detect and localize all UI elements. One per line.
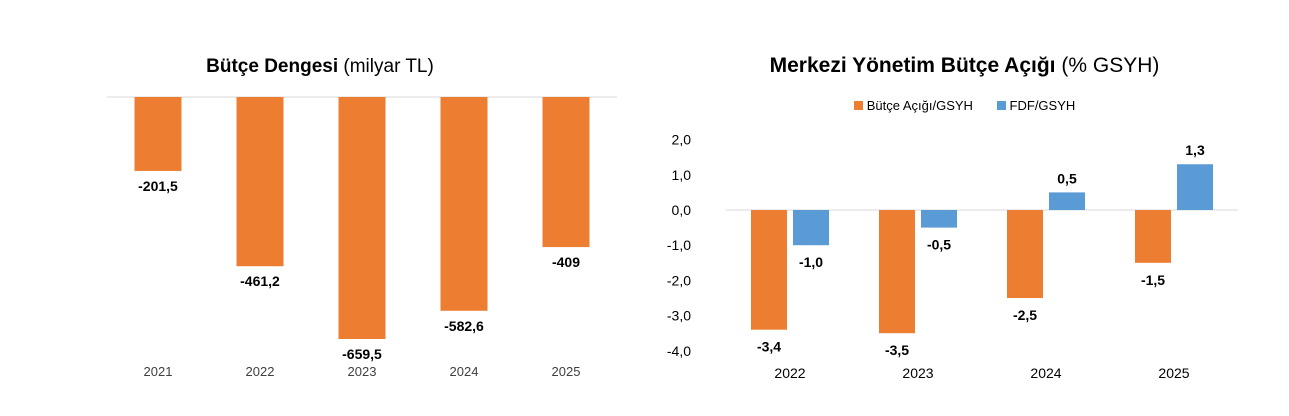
bar-fdf-2025 (1177, 164, 1213, 210)
x-tick-label: 2021 (144, 364, 173, 379)
bar-2025 (542, 97, 590, 248)
bar-budget-deficit-2022 (751, 210, 787, 330)
chart-title-unit: (% GSYH) (1055, 54, 1160, 77)
legend-swatch-orange (853, 101, 863, 110)
y-tick-label: 2,0 (672, 132, 692, 148)
bar-2022 (236, 97, 284, 267)
data-label: -201,5 (138, 178, 178, 194)
legend-item-fdf: FDF/GSYH (996, 98, 1076, 113)
chart-title-bold: Merkezi Yönetim Bütçe Açığı (769, 54, 1056, 77)
legend-item-budget-deficit: Bütçe Açığı/GSYH (853, 98, 973, 113)
x-tick-label: 2022 (246, 364, 275, 379)
chart-title-unit: (milyar TL) (338, 56, 434, 77)
chart-title: Bütçe Dengesi (milyar TL) (0, 56, 640, 78)
x-tick-label: 2024 (450, 364, 479, 379)
x-tick-label: 2025 (1158, 365, 1189, 381)
data-label: -1,5 (1141, 272, 1165, 288)
y-tick-label: 0,0 (672, 202, 692, 218)
data-label: 1,3 (1185, 142, 1205, 158)
data-label: -461,2 (240, 273, 280, 289)
data-label: -409 (552, 254, 580, 270)
chart-title-bold: Bütçe Dengesi (206, 56, 339, 77)
x-tick-label: 2022 (774, 365, 805, 381)
bar-budget-deficit-2023 (879, 210, 915, 334)
budget-balance-chart: Bütçe Dengesi (milyar TL) -201,5 2021 -461… (0, 0, 640, 416)
bar-fdf-2023 (921, 210, 957, 228)
data-label: -2,5 (1013, 307, 1037, 323)
data-label: -0,5 (927, 237, 951, 253)
bar-budget-deficit-2024 (1007, 210, 1043, 298)
y-tick-label: -2,0 (667, 272, 691, 288)
bar-budget-deficit-2025 (1135, 210, 1171, 263)
chart-title: Merkezi Yönetim Bütçe Açığı (% GSYH) (640, 54, 1289, 78)
y-tick-label: -3,0 (667, 308, 691, 324)
legend-label: FDF/GSYH (1009, 98, 1076, 113)
x-tick-label: 2024 (1030, 365, 1061, 381)
bar-2021 (134, 97, 182, 171)
data-label: 0,5 (1057, 170, 1077, 186)
y-tick-label: 1,0 (672, 167, 692, 183)
chart-legend: Bütçe Açığı/GSYH FDF/GSYH (640, 98, 1289, 113)
bar-fdf-2024 (1049, 192, 1085, 210)
x-tick-label: 2025 (552, 364, 581, 379)
legend-label: Bütçe Açığı/GSYH (866, 98, 973, 113)
budget-balance-plot: -201,5 2021 -461,2 2022 -659,5 2023 -582,6 2024… (107, 96, 617, 379)
bar-fdf-2022 (793, 210, 829, 246)
data-label: -659,5 (342, 346, 382, 362)
deficit-gdp-plot: 2,0 1,0 0,0 -1,0 -2,0 -3,0 -4,0 -3,4 -1,0 2022 -3,… (667, 132, 1238, 381)
data-label: -3,5 (885, 342, 909, 358)
y-tick-label: -4,0 (667, 343, 691, 359)
bar-2023 (338, 97, 386, 339)
data-label: -1,0 (799, 254, 823, 270)
data-label: -3,4 (757, 339, 781, 355)
bar-2024 (440, 97, 488, 311)
data-label: -582,6 (444, 318, 484, 334)
x-tick-label: 2023 (348, 364, 377, 379)
legend-swatch-blue (996, 101, 1006, 110)
y-tick-label: -1,0 (667, 237, 691, 253)
deficit-gdp-chart: Merkezi Yönetim Bütçe Açığı (% GSYH) Büt… (640, 0, 1289, 416)
x-tick-label: 2023 (902, 365, 933, 381)
